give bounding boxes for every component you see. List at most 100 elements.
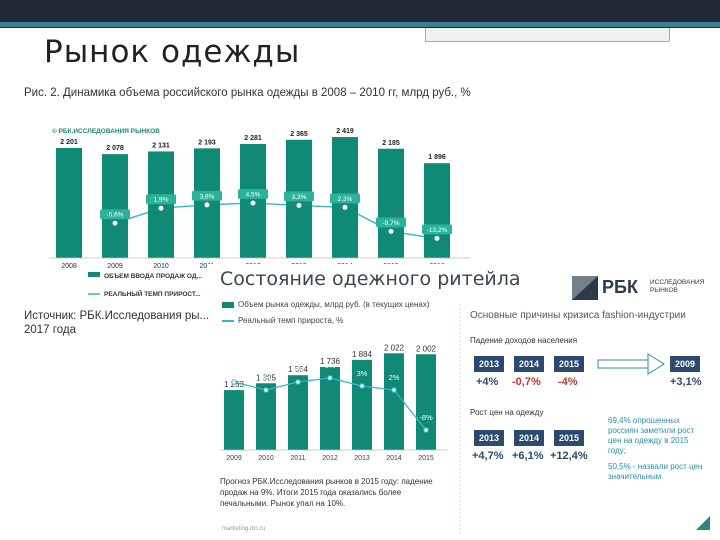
inset-value-label-2012: 1 736 [320, 357, 341, 366]
income-value-2013: +4% [476, 376, 499, 388]
inset-value-label-2013: 1 884 [352, 350, 373, 359]
growth-badge-2015 [376, 217, 406, 228]
inset-bar-2012 [320, 366, 340, 450]
market-chart: 2 201 2008 2 078 2009 -5,6% 2 131 2010 1,9% 2 19… [50, 128, 470, 298]
growth-badge-2016 [422, 224, 452, 235]
growth-point-2016 [434, 235, 440, 241]
bar-2008 [56, 147, 82, 258]
inset-x-label-2015: 2015 [418, 455, 434, 462]
income-title: Падение доходов населения [470, 336, 578, 345]
growth-label-2013: 3,3% [292, 194, 307, 201]
inset-value-label-2010: 1 395 [256, 373, 277, 382]
growth-badge-2009 [100, 209, 130, 220]
inset-value-label-2015: 2 002 [416, 344, 437, 353]
inset-bar-2010 [256, 383, 276, 450]
inset-value-label-2014: 2 022 [384, 343, 405, 352]
growth-point-2012 [250, 200, 256, 206]
value-label-2010: 2 131 [152, 142, 170, 149]
corner-accent [696, 516, 710, 530]
price-value-2014: +6,1% [512, 450, 544, 462]
bar-2010 [148, 151, 174, 258]
value-label-2011: 2 193 [198, 139, 216, 146]
value-label-2014: 2 419 [336, 128, 354, 135]
income-year-2014: 2014 [514, 356, 544, 372]
growth-label-2010: 1,9% [154, 197, 169, 204]
inset-growth-label-2009: 4% [229, 365, 240, 374]
rbk-logo-icon [572, 276, 598, 300]
inset-x-label-2009: 2009 [226, 455, 242, 462]
value-label-2013: 2 365 [290, 131, 308, 138]
figure-brand: © РБК.ИССЛЕДОВАНИЯ РЫНКОВ [52, 128, 160, 135]
growth-badge-2011 [192, 190, 222, 201]
income-year-2009: 2009 [670, 356, 700, 372]
growth-label-2012: 4,5% [246, 192, 261, 199]
source-text: Источник: РБК.Исследования ры... 2017 го… [24, 310, 210, 336]
inset-growth-point-2013 [359, 383, 365, 389]
rbk-logo-text: РБК [602, 277, 638, 297]
income-value-2015: -4% [558, 376, 578, 388]
growth-badge-2012 [238, 189, 268, 199]
inset-bar-2011 [288, 375, 308, 450]
growth-point-2009 [112, 220, 118, 226]
income-arrow-head [647, 353, 665, 375]
forecast-text: Прогноз РБК.Исследования рынков в 2015 г… [220, 477, 433, 508]
price-year-2014: 2014 [514, 430, 544, 446]
value-label-2016: 1 896 [428, 154, 446, 161]
growth-point-2010 [158, 205, 164, 211]
x-label-2009: 2009 [107, 263, 123, 270]
growth-point-2015 [388, 228, 394, 234]
price-year-2013: 2013 [474, 430, 504, 446]
growth-point-2014 [342, 204, 348, 210]
legend-line-swatch [222, 319, 234, 322]
causes-title: Основные причины кризиса fashion-индустр… [470, 310, 686, 321]
inset-bar-2013 [352, 359, 372, 450]
legend1-line-label: РЕАЛЬНЫЙ ТЕМП ПРИРОСТ... [104, 289, 201, 298]
growth-label-2009: -5,6% [107, 212, 124, 219]
legend1-bar-swatch [88, 272, 100, 277]
growth-label-2015: -9,7% [383, 220, 400, 227]
income-value-2014: -0,7% [512, 376, 541, 388]
growth-point-2013 [296, 202, 302, 208]
inset-growth-point-2014 [391, 387, 397, 393]
income-year-2013: 2013 [474, 356, 504, 372]
inset-x-label-2014: 2014 [386, 455, 402, 462]
legend1-bar-label: ОБЪЕМ ВВОДА ПРОДАЖ ОД... [104, 273, 202, 280]
retail-inset: Состояние одежного ритейла РБК ИССЛЕДОВА… [208, 264, 720, 540]
price-value-2015: +12,4% [550, 450, 588, 462]
value-label-2012: 2 281 [244, 135, 262, 142]
inset-growth-label-2011: 4% [293, 365, 304, 374]
bar-2009 [102, 154, 128, 258]
income-arrow-shaft [597, 359, 649, 369]
bar-2016 [424, 163, 450, 258]
value-label-2008: 2 201 [60, 139, 78, 146]
legend-bar-swatch [222, 301, 234, 308]
growth-label-2016: -13,2% [427, 227, 448, 234]
inset-bar-2014 [384, 353, 404, 450]
title-tab [425, 28, 670, 42]
value-label-2015: 2 185 [382, 140, 400, 147]
inset-growth-label-2014: 2% [389, 373, 400, 382]
inset-value-label-2011: 1 564 [288, 365, 309, 374]
growth-label-2011: 3,6% [200, 193, 215, 200]
inset-growth-point-2012 [327, 375, 333, 381]
x-label-2011: 2011 [199, 263, 214, 270]
value-label-2009: 2 078 [106, 145, 124, 152]
slide-title: Рынок одежды [44, 34, 301, 70]
inset-growth-point-2011 [295, 379, 301, 385]
inset-bar-2015 [416, 354, 436, 450]
inset-title: Состояние одежного ритейла [220, 268, 521, 290]
growth-label-2014: 2,3% [338, 196, 353, 203]
growth-badge-2014 [330, 193, 360, 204]
inset-growth-point-2010 [263, 387, 269, 393]
inset-x-label-2013: 2013 [354, 455, 370, 462]
inset-growth-point-2015 [423, 427, 429, 433]
growth-badge-2010 [146, 194, 176, 205]
inset-growth-label-2012: 5% [325, 361, 336, 370]
inset-x-label-2012: 2012 [322, 455, 338, 462]
growth-badge-2013 [284, 191, 314, 202]
inset-growth-label-2010: 2% [261, 373, 272, 382]
bar-2015 [378, 148, 404, 258]
x-label-2010: 2010 [153, 263, 169, 270]
legend-line: Реальный темп прироста, % [222, 316, 343, 325]
